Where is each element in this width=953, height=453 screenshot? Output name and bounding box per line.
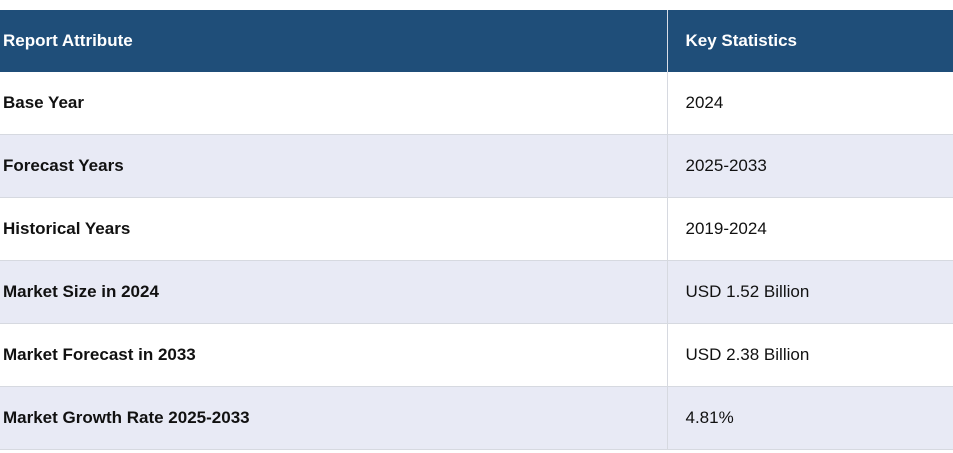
row-value: 2025-2033 — [667, 134, 953, 198]
row-value: USD 1.52 Billion — [667, 260, 953, 324]
row-attribute: Market Size in 2024 — [0, 260, 668, 324]
report-attributes-table: Report Attribute Key Statistics Base Yea… — [0, 10, 953, 450]
row-attribute: Market Forecast in 2033 — [0, 323, 668, 387]
column-header-key-statistics: Key Statistics — [667, 10, 953, 72]
table-row: Market Forecast in 2033 USD 2.38 Billion — [0, 323, 953, 387]
row-value: USD 2.38 Billion — [667, 323, 953, 387]
table-row: Forecast Years 2025-2033 — [0, 134, 953, 198]
table-row: Base Year 2024 — [0, 72, 953, 135]
row-attribute: Forecast Years — [0, 134, 668, 198]
row-value: 2019-2024 — [667, 197, 953, 261]
row-attribute: Base Year — [0, 72, 668, 135]
row-attribute: Historical Years — [0, 197, 668, 261]
table-header-row: Report Attribute Key Statistics — [0, 10, 953, 72]
table-row: Market Growth Rate 2025-2033 4.81% — [0, 386, 953, 450]
column-header-report-attribute: Report Attribute — [0, 10, 668, 72]
table-row: Market Size in 2024 USD 1.52 Billion — [0, 260, 953, 324]
row-attribute: Market Growth Rate 2025-2033 — [0, 386, 668, 450]
row-value: 2024 — [667, 72, 953, 135]
row-value: 4.81% — [667, 386, 953, 450]
table-row: Historical Years 2019-2024 — [0, 197, 953, 261]
